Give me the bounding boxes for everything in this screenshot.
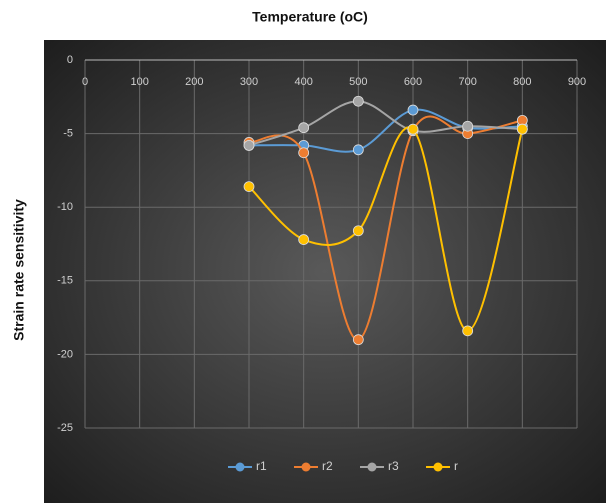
y-tick-label: -25 (57, 422, 73, 434)
data-point (407, 123, 419, 135)
x-tick-label: 300 (240, 76, 258, 88)
data-point (243, 139, 255, 151)
legend-marker (433, 462, 443, 472)
x-tick-label: 200 (185, 76, 203, 88)
data-point (352, 144, 364, 156)
data-point (352, 334, 364, 346)
data-point (298, 234, 310, 245)
legend-label: r3 (388, 459, 399, 473)
plot-background (44, 40, 606, 503)
y-tick-label: 0 (67, 54, 73, 66)
legend-label: r2 (322, 459, 333, 473)
data-point (516, 123, 528, 135)
data-point (352, 95, 364, 107)
x-tick-label: 900 (568, 76, 586, 88)
legend-label: r1 (256, 459, 267, 473)
x-tick-label: 0 (82, 76, 88, 88)
y-axis-title: Strain rate sensitivity (11, 199, 27, 341)
y-tick-label: -5 (63, 128, 73, 140)
x-tick-label: 100 (130, 76, 148, 88)
data-point (462, 325, 474, 337)
legend-marker (235, 462, 245, 472)
x-tick-label: 500 (349, 76, 367, 88)
data-point (352, 225, 364, 237)
data-point (298, 122, 310, 134)
x-tick-label: 600 (404, 76, 422, 88)
x-tick-label: 400 (294, 76, 312, 88)
x-axis-title: Temperature (oC) (252, 9, 368, 25)
y-tick-label: -20 (57, 348, 73, 360)
data-point (407, 104, 419, 116)
legend-marker (301, 462, 311, 472)
x-tick-label: 700 (458, 76, 476, 88)
legend-marker (367, 462, 377, 472)
x-tick-label: 800 (513, 76, 531, 88)
data-point (462, 120, 474, 132)
data-point (298, 147, 310, 159)
legend-label: r (454, 459, 458, 473)
data-point (243, 181, 255, 192)
y-tick-label: -15 (57, 275, 73, 287)
y-tick-label: -10 (57, 201, 73, 213)
